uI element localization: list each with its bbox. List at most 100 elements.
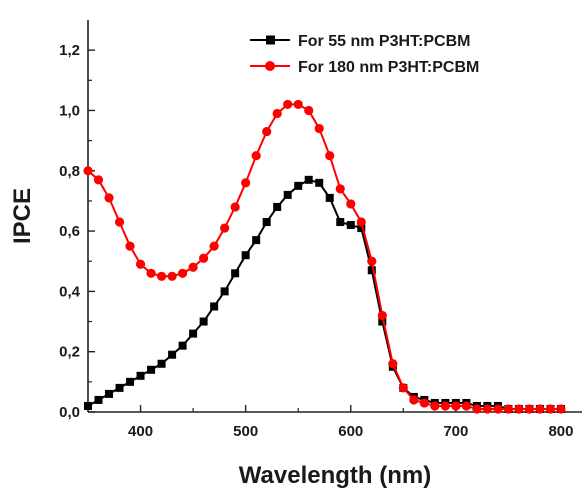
data-point (556, 404, 566, 414)
data-point (189, 329, 198, 338)
legend-item: For 180 nm P3HT:PCBM (250, 59, 479, 76)
data-point (114, 217, 125, 227)
data-point (346, 199, 356, 209)
data-point (241, 251, 250, 260)
data-point (262, 218, 271, 227)
data-point (388, 359, 398, 369)
legend: For 55 nm P3HT:PCBM For 180 nm P3HT:PCBM (250, 33, 479, 76)
data-point (535, 404, 545, 414)
data-point (105, 389, 114, 398)
data-point (419, 398, 429, 408)
data-point (230, 202, 240, 212)
data-point (125, 241, 135, 251)
legend-label: For 55 nm P3HT:PCBM (298, 33, 470, 50)
data-point (409, 395, 419, 405)
data-point (451, 401, 461, 411)
data-point (177, 268, 188, 278)
y-tick-label: 0,8 (59, 163, 80, 180)
data-point (231, 269, 240, 278)
data-point (220, 287, 229, 296)
data-point (273, 202, 282, 211)
data-point (482, 404, 493, 414)
data-point (115, 383, 124, 392)
data-point (252, 236, 261, 245)
data-point (104, 193, 114, 203)
data-point (472, 404, 482, 414)
data-point (325, 193, 334, 202)
data-point (93, 175, 104, 185)
series-line (87, 178, 561, 410)
data-point (147, 365, 156, 374)
legend-marker (265, 61, 275, 71)
data-point (377, 310, 387, 321)
data-point (272, 108, 282, 119)
data-point (398, 383, 408, 393)
x-tick-label: 800 (548, 423, 573, 440)
data-point (220, 223, 230, 233)
y-tick-label: 0,2 (59, 344, 80, 361)
data-point (168, 350, 177, 359)
data-point (315, 178, 324, 187)
legend-marker (266, 35, 275, 45)
data-point (209, 241, 219, 251)
data-point (356, 217, 366, 227)
data-point (157, 359, 166, 368)
data-point (156, 271, 167, 281)
data-point (167, 271, 177, 281)
y-tick-label: 1,0 (59, 102, 80, 119)
series-1 (84, 175, 565, 413)
data-point (440, 401, 450, 411)
x-tick-label: 400 (128, 423, 153, 440)
data-point (241, 178, 251, 188)
y-tick-label: 0,0 (59, 404, 80, 421)
data-point (493, 404, 503, 414)
data-point (335, 184, 345, 194)
data-point (283, 190, 292, 199)
data-point (503, 404, 514, 414)
data-point (304, 105, 314, 116)
data-point (94, 395, 103, 404)
data-point (136, 371, 145, 380)
data-point (199, 253, 209, 263)
y-tick-label: 0,4 (59, 283, 81, 300)
data-point (314, 123, 324, 134)
data-point (367, 256, 377, 266)
x-tick-label: 700 (443, 423, 468, 440)
data-point (83, 166, 93, 176)
data-point (367, 266, 376, 275)
data-point (545, 404, 556, 414)
data-point (84, 401, 92, 410)
data-point (178, 341, 187, 350)
legend-label: For 180 nm P3HT:PCBM (298, 59, 479, 76)
data-point (346, 221, 355, 230)
data-point (251, 151, 261, 161)
series-2 (83, 99, 566, 414)
data-point (304, 175, 313, 184)
y-axis-title: IPCE (9, 188, 36, 244)
data-point (283, 99, 293, 110)
data-point (210, 302, 219, 311)
y-tick-label: 0,6 (59, 223, 80, 240)
data-point (461, 401, 471, 411)
data-point (514, 404, 524, 414)
data-point (294, 181, 303, 190)
data-point (293, 99, 303, 110)
plot-area: 400 500 600 700 800 0,0 0,2 0,4 0,6 0,8 1,0 1,2 (59, 20, 582, 440)
x-axis-title: Wavelength (nm) (239, 462, 431, 489)
data-point (199, 317, 208, 326)
data-point (188, 262, 198, 272)
x-tick-label: 500 (233, 423, 258, 440)
series-layer (83, 99, 566, 414)
data-point (430, 401, 440, 411)
y-ticks: 0,0 0,2 0,4 0,6 0,8 1,0 1,2 (59, 42, 95, 421)
data-point (378, 317, 387, 326)
data-point (357, 224, 366, 233)
data-point (146, 268, 156, 278)
legend-item: For 55 nm P3HT:PCBM (250, 33, 470, 50)
data-point (524, 404, 535, 414)
y-tick-label: 1,2 (59, 42, 80, 59)
data-point (126, 377, 135, 386)
series-line (87, 103, 561, 410)
data-point (135, 259, 146, 269)
